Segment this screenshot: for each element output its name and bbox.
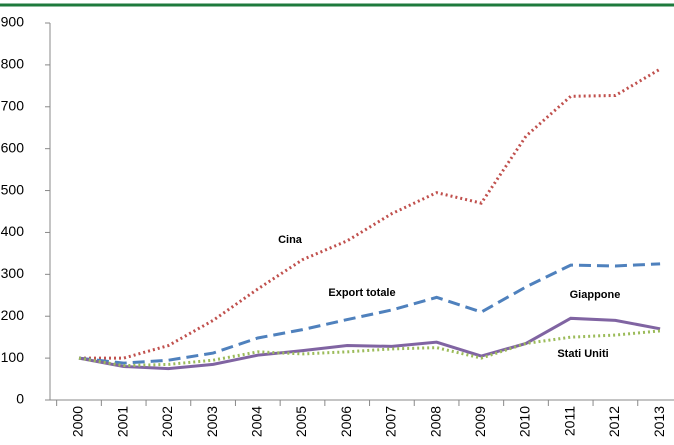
series-line xyxy=(79,67,661,360)
x-tick-label: 2003 xyxy=(204,406,220,437)
y-tick-label: 900 xyxy=(1,14,25,30)
series-label: Stati Uniti xyxy=(557,348,608,360)
x-tick-label: 2000 xyxy=(70,406,86,437)
y-tick-label: 600 xyxy=(1,139,25,155)
x-tick-label: 2010 xyxy=(517,406,533,437)
x-tick-label: 2013 xyxy=(651,406,667,437)
x-tick-label: 2007 xyxy=(383,406,399,437)
series-line xyxy=(78,316,661,371)
y-tick-label: 500 xyxy=(1,181,25,197)
y-tick-label: 0 xyxy=(16,391,24,407)
x-tick-label: 2011 xyxy=(561,406,577,436)
x-tick-label: 2012 xyxy=(606,406,622,437)
y-tick-label: 200 xyxy=(1,307,25,323)
y-tick-label: 300 xyxy=(1,265,25,281)
x-tick-label: 2009 xyxy=(472,406,488,437)
series-label: Giappone xyxy=(570,289,621,301)
y-tick-label: 700 xyxy=(1,97,25,113)
series-line xyxy=(78,329,661,368)
y-tick-label: 100 xyxy=(1,349,25,365)
x-tick-label: 2005 xyxy=(293,406,309,437)
x-tick-label: 2006 xyxy=(338,406,354,437)
x-tick-label: 2004 xyxy=(249,406,265,437)
y-tick-label: 400 xyxy=(1,223,25,239)
y-tick-label: 800 xyxy=(1,56,25,72)
x-tick-label: 2001 xyxy=(114,406,130,437)
x-tick-label: 2008 xyxy=(427,406,443,437)
x-tick-label: 2002 xyxy=(159,406,175,437)
series-label: Export totale xyxy=(328,287,395,299)
series-label: Cina xyxy=(278,234,303,246)
series-line xyxy=(78,262,661,365)
